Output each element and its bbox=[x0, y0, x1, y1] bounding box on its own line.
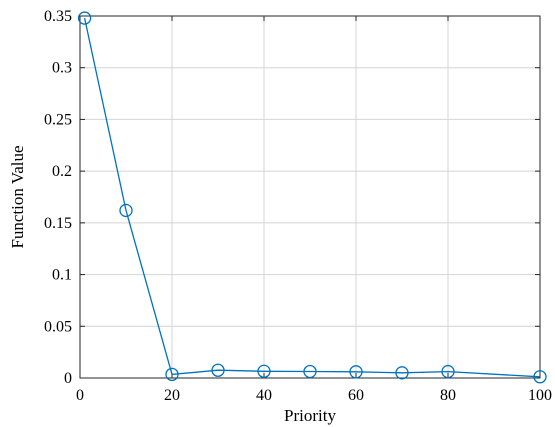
data-point-marker bbox=[257, 364, 271, 378]
data-point-marker bbox=[395, 366, 409, 380]
data-point-marker bbox=[77, 11, 92, 25]
y-tick-label: 0 bbox=[64, 370, 72, 387]
y-axis-title: Function Value bbox=[8, 145, 27, 248]
data-point-marker bbox=[303, 364, 317, 379]
data-point-marker bbox=[441, 364, 455, 379]
x-tick-label: 20 bbox=[164, 387, 180, 404]
x-tick-label: 60 bbox=[348, 387, 364, 404]
x-tick-label: 80 bbox=[440, 387, 456, 404]
grid-lines bbox=[80, 16, 540, 378]
data-point-marker bbox=[119, 203, 133, 218]
data-point-marker bbox=[165, 367, 179, 382]
x-tick-label: 100 bbox=[528, 387, 552, 404]
series-layer bbox=[77, 11, 547, 384]
data-point-marker bbox=[349, 365, 363, 379]
axis-ticks bbox=[79, 15, 541, 379]
x-tick-label: 0 bbox=[76, 387, 84, 404]
y-tick-label: 0.3 bbox=[52, 60, 72, 77]
y-tick-label: 0.2 bbox=[52, 163, 72, 180]
plot-area-frame bbox=[79, 15, 541, 379]
y-tick-label: 0.05 bbox=[44, 318, 72, 335]
x-tick-labels: 0 20 40 60 80 100 bbox=[76, 387, 552, 404]
y-tick-label: 0.25 bbox=[44, 111, 72, 128]
y-tick-labels: 0 0.05 0.1 0.15 0.2 0.25 0.3 0.35 bbox=[44, 8, 72, 387]
series-line bbox=[83, 17, 541, 378]
data-point-marker bbox=[211, 363, 225, 377]
x-tick-label: 40 bbox=[256, 387, 272, 404]
y-tick-label: 0.35 bbox=[44, 8, 72, 25]
data-point-marker bbox=[533, 370, 547, 384]
y-tick-label: 0.1 bbox=[52, 267, 72, 284]
y-tick-label: 0.15 bbox=[44, 215, 72, 232]
x-axis-title: Priority bbox=[284, 406, 336, 425]
